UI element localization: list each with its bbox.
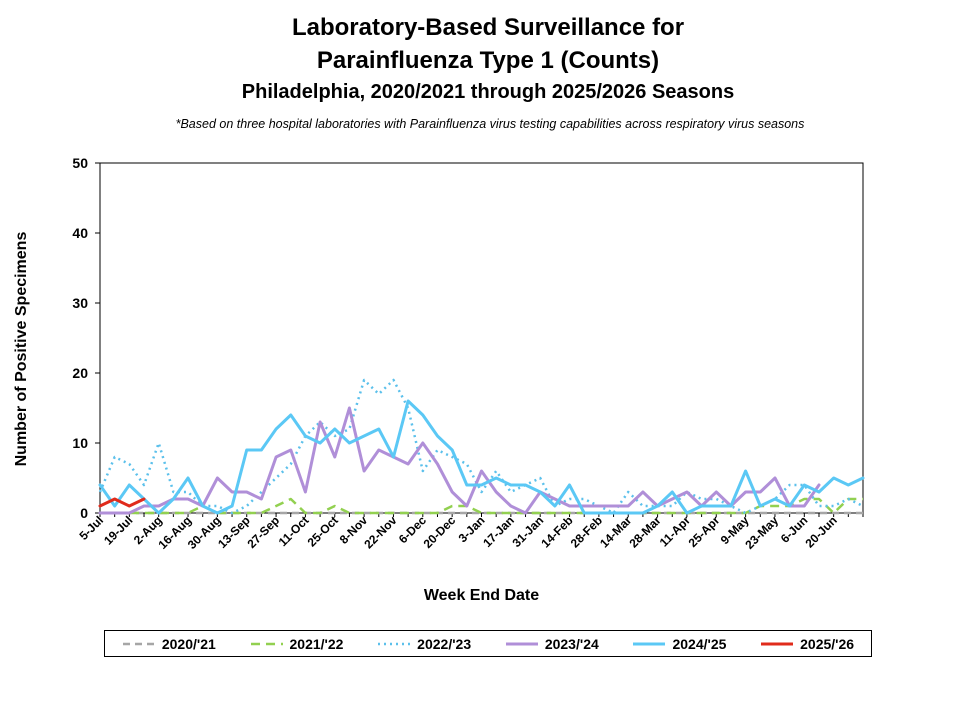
y-tick-label: 40	[72, 225, 88, 241]
chart-footnote: *Based on three hospital laboratories wi…	[175, 117, 805, 131]
legend-item: 2023/'24	[505, 636, 599, 652]
x-tick-label: 14-Mar	[597, 513, 634, 550]
x-tick-label: 14-Feb	[538, 513, 575, 550]
legend-label: 2020/'21	[161, 635, 216, 652]
legend-label: 2021/'22	[289, 635, 344, 652]
y-tick-label: 10	[72, 435, 88, 451]
x-tick-label: 19-Jul	[101, 513, 135, 547]
y-tick-label: 20	[72, 365, 88, 381]
legend-swatch	[122, 642, 155, 645]
chart-title-line1: Laboratory-Based Surveillance for	[291, 14, 685, 41]
legend-swatch	[250, 642, 283, 645]
legend-item: 2022/'23	[377, 636, 471, 652]
legend-swatch	[378, 642, 411, 645]
legend-swatch	[761, 642, 794, 645]
legend-label: 2022/'23	[417, 635, 472, 652]
chart-legend: 2020/'21 2021/'22 2022/'23 2023/'24 2024/'25…	[104, 630, 872, 657]
x-tick-label: 13-Sep	[215, 513, 253, 551]
y-tick-label: 30	[72, 295, 88, 311]
x-tick-label: 27-Sep	[244, 513, 282, 551]
legend-label: 2023/'24	[544, 635, 599, 652]
x-tick-label: 30-Aug	[185, 513, 224, 552]
chart-subtitle: Philadelphia, 2020/2021 through 2025/202…	[241, 81, 735, 103]
x-tick-label: 11-Apr	[657, 513, 694, 550]
legend-swatch	[505, 642, 538, 645]
legend-item: 2020/'21	[122, 636, 216, 652]
x-tick-label: 23-May	[742, 513, 781, 552]
legend-label: 2024/'25	[672, 635, 727, 652]
series-line-3	[98, 406, 821, 515]
legend-swatch	[633, 642, 666, 645]
legend-label: 2025/'26	[800, 635, 855, 652]
x-tick-label: 28-Mar	[626, 513, 663, 550]
y-tick-label: 50	[72, 155, 88, 171]
x-tick-label: 17-Jan	[480, 513, 517, 550]
x-tick-label: 20-Jun	[803, 513, 840, 550]
y-axis-label: Number of Positive Specimens	[13, 231, 30, 467]
x-axis-label: Week End Date	[423, 587, 540, 604]
chart-title-line2: Parainfluenza Type 1 (Counts)	[316, 47, 660, 74]
x-tick-label: 20-Dec	[421, 513, 459, 551]
legend-item: 2024/'25	[632, 636, 726, 652]
series-line-2	[98, 378, 864, 515]
legend-item: 2021/'22	[250, 635, 344, 652]
series-line-5	[98, 497, 146, 508]
x-tick-label: 25-Apr	[686, 513, 723, 550]
plot-area	[99, 162, 864, 514]
series-line-4	[98, 399, 865, 515]
y-tick-label: 0	[80, 505, 88, 521]
x-tick-label: 25-Oct	[305, 513, 341, 549]
x-tick-label: 31-Jan	[510, 513, 547, 550]
x-tick-label: 28-Feb	[568, 513, 605, 550]
x-tick-label: 22-Nov	[361, 513, 399, 551]
legend-item: 2025/'26	[760, 636, 854, 652]
x-tick-label: 11-Oct	[276, 513, 312, 549]
